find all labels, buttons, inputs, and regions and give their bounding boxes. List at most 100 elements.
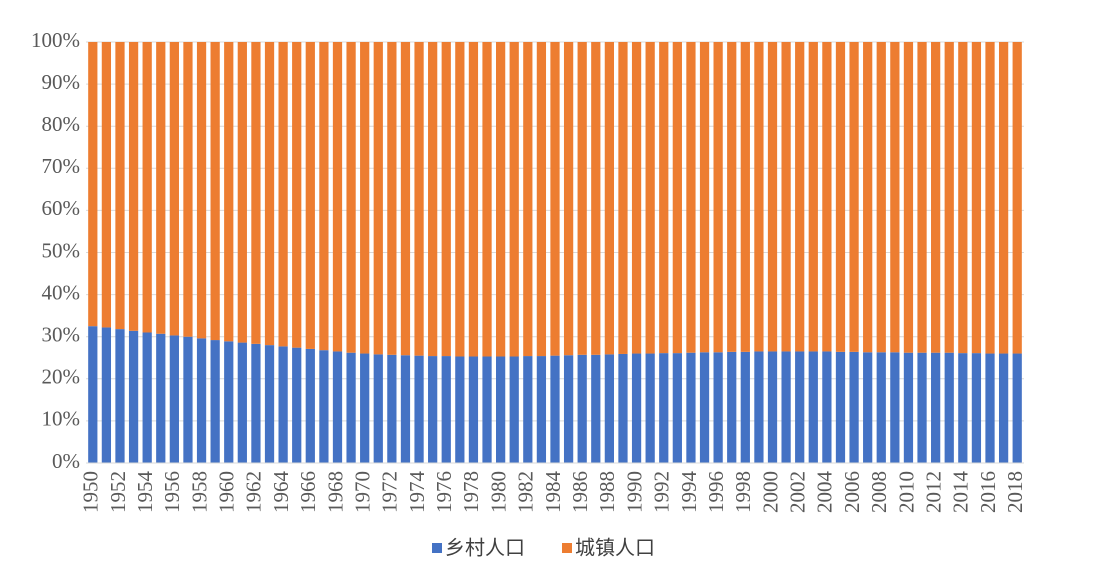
bar-segment <box>1012 353 1022 463</box>
bar-segment <box>808 42 818 352</box>
bar-segment <box>795 42 805 352</box>
bar-segment <box>781 42 791 352</box>
bar-segment <box>998 42 1009 354</box>
bar-segment <box>931 352 941 463</box>
x-tick-label: 1978 <box>459 471 483 513</box>
bar-segment <box>428 356 438 463</box>
bar-segment <box>373 42 383 355</box>
bar-segment <box>115 42 125 330</box>
bar-segment <box>88 326 98 463</box>
bar-segment <box>686 42 696 353</box>
bar-segment <box>156 42 166 334</box>
bar-segment <box>468 42 479 357</box>
bar-segment <box>577 42 587 355</box>
bar-segment <box>224 341 234 463</box>
bar-segment <box>224 42 234 342</box>
bar-segment <box>346 42 356 353</box>
y-tick-label: 90% <box>42 70 81 94</box>
bar-segment <box>958 353 968 463</box>
bar-segment <box>156 333 166 463</box>
bar-segment <box>400 355 411 463</box>
bar-segment <box>727 351 737 463</box>
bar-segment <box>292 42 302 348</box>
bar-segment <box>767 351 778 463</box>
bar-segment <box>251 343 261 463</box>
x-tick-label: 2000 <box>758 471 782 513</box>
bar-segment <box>128 42 139 331</box>
bar-segment <box>659 353 669 463</box>
bar-segment <box>332 351 343 463</box>
y-tick-label: 60% <box>42 196 81 220</box>
x-tick-label: 2002 <box>786 471 810 513</box>
bar-segment <box>863 352 873 463</box>
bar-segment <box>142 42 152 333</box>
x-tick-label: 1980 <box>486 471 510 513</box>
x-tick-label: 1984 <box>541 471 565 514</box>
x-tick-label: 1974 <box>405 471 429 514</box>
x-tick-label: 2014 <box>949 471 973 514</box>
y-tick-label: 0% <box>52 449 80 473</box>
bar-segment <box>536 356 547 463</box>
bar-segment <box>278 42 288 347</box>
bar-segment <box>917 42 927 353</box>
bar-segment <box>849 351 859 463</box>
bar-segment <box>169 335 179 463</box>
x-tick-label: 2012 <box>921 471 945 513</box>
bar-segment <box>890 42 900 353</box>
y-tick-label: 10% <box>42 407 81 431</box>
bar-segment <box>550 42 560 356</box>
bar-segment <box>699 42 710 353</box>
bar-segment <box>237 342 247 463</box>
x-tick-label: 1954 <box>133 471 157 514</box>
bar-segment <box>183 42 193 337</box>
x-tick-label: 1998 <box>731 471 755 513</box>
bar-segment <box>183 336 193 463</box>
x-tick-label: 1976 <box>432 471 456 513</box>
bar-segment <box>618 42 628 354</box>
x-tick-label: 1972 <box>378 471 402 513</box>
bar-segment <box>713 352 723 463</box>
bar-segment <box>196 338 207 463</box>
bar-segment <box>414 42 424 356</box>
bar-segment <box>292 347 302 463</box>
bar-segment <box>876 352 886 463</box>
bar-segment <box>1012 42 1022 354</box>
y-tick-label: 100% <box>31 28 80 52</box>
bar-segment <box>971 42 982 354</box>
bar-segment <box>550 355 560 463</box>
bar-segment <box>360 42 370 354</box>
bar-segment <box>876 42 886 353</box>
bar-segment <box>441 356 451 463</box>
bar-segment <box>496 42 506 357</box>
bar-segment <box>101 327 112 463</box>
bar-segment <box>958 42 968 354</box>
y-tick-label: 50% <box>42 238 81 262</box>
bar-segment <box>781 351 791 463</box>
bar-segment <box>591 354 601 463</box>
bar-segment <box>360 353 370 463</box>
bar-segment <box>468 356 479 463</box>
bar-segment <box>237 42 247 343</box>
bar-segment <box>740 351 750 463</box>
legend-label: 乡村人口 <box>445 536 525 560</box>
bar-segment <box>496 356 506 463</box>
bar-segment <box>414 355 424 463</box>
bar-segment <box>672 353 682 463</box>
bar-segment <box>767 42 778 352</box>
x-tick-label: 1994 <box>677 471 701 514</box>
bar-segment <box>645 353 655 463</box>
x-tick-label: 1964 <box>269 471 293 514</box>
bar-segment <box>618 353 628 463</box>
bar-segment <box>903 352 914 463</box>
bar-segment <box>196 42 207 339</box>
x-tick-label: 2016 <box>976 471 1000 513</box>
x-tick-label: 2018 <box>1003 471 1027 513</box>
y-tick-label: 20% <box>42 365 81 389</box>
x-tick-label: 1990 <box>622 471 646 513</box>
bar-segment <box>536 42 547 357</box>
bar-segment <box>835 42 846 352</box>
y-tick-label: 40% <box>42 280 81 304</box>
bar-segment <box>713 42 723 353</box>
bar-segment <box>88 42 98 327</box>
